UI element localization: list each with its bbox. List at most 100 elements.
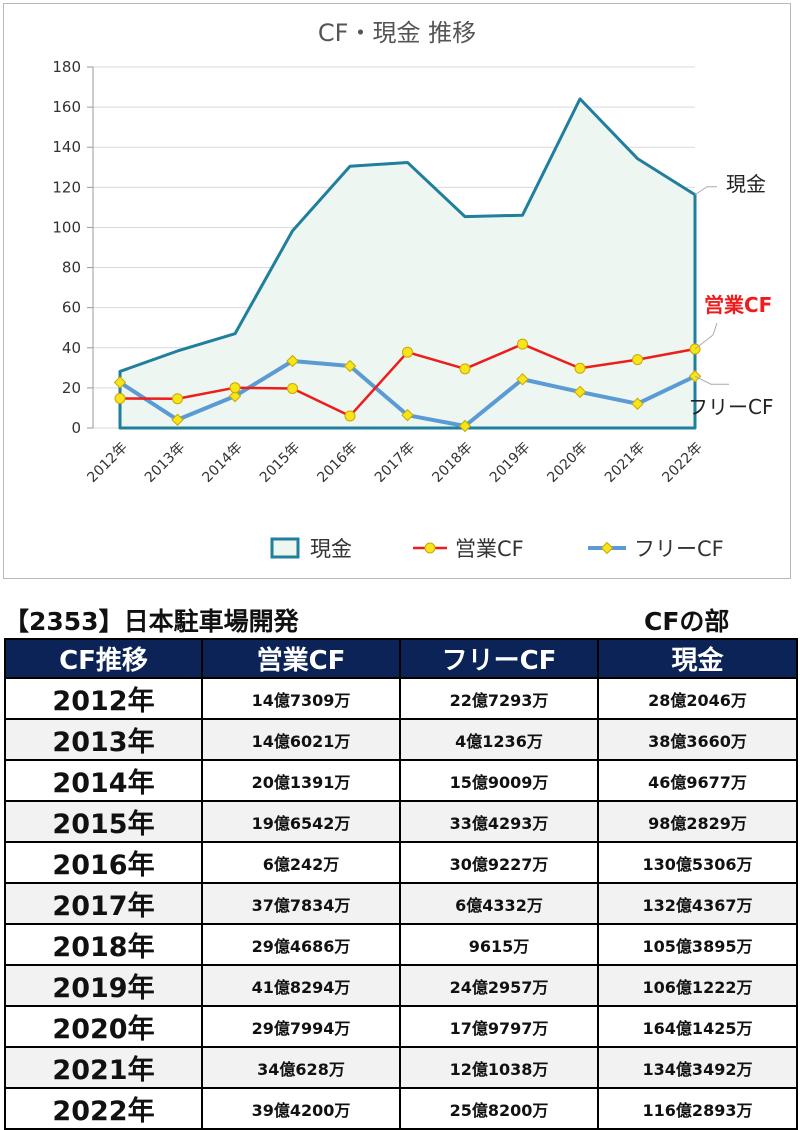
cash-cell: 134億3492万 bbox=[597, 1046, 798, 1089]
free-cf-point bbox=[458, 419, 472, 433]
free-cf-point bbox=[573, 385, 587, 399]
year-cell: 2021年 bbox=[4, 1046, 203, 1089]
operating-cf-cell: 34億628万 bbox=[201, 1046, 401, 1089]
x-tick-label: 2019年 bbox=[487, 440, 533, 486]
x-tick-label: 2021年 bbox=[602, 440, 648, 486]
header-free-cf: フリーCF bbox=[399, 638, 599, 679]
cash-cell: 98億2829万 bbox=[597, 800, 798, 843]
free-cf-cell: 9615万 bbox=[399, 923, 599, 966]
free-cf-leader-line bbox=[694, 375, 729, 385]
operating-cf-cell: 37億7834万 bbox=[201, 882, 401, 925]
header-cf-trend: CF推移 bbox=[4, 638, 203, 679]
free-cf-point bbox=[171, 413, 184, 426]
operating-cf-point bbox=[287, 382, 298, 394]
y-tick-label: 100 bbox=[52, 218, 81, 236]
cash-area bbox=[120, 98, 695, 428]
operating-cf-leader-line bbox=[694, 322, 718, 350]
free-cf-cell: 30億9227万 bbox=[399, 841, 599, 884]
table-header-row: CF推移 営業CF フリーCF 現金 bbox=[4, 638, 798, 679]
y-tick-label: 40 bbox=[62, 339, 81, 357]
company-title: 【2353】日本駐車場開発 bbox=[4, 607, 299, 636]
x-tick-label: 2012年 bbox=[84, 440, 130, 486]
operating-cf-cell: 14億7309万 bbox=[201, 677, 401, 720]
table-row: 2013年 14億6021万 4億1236万 38億3660万 bbox=[4, 718, 798, 761]
free-cf-cell: 15億9009万 bbox=[399, 759, 599, 802]
x-tick-label: 2015年 bbox=[257, 440, 303, 486]
operating-cf-annotation: 営業CF bbox=[704, 293, 772, 317]
year-cell: 2017年 bbox=[4, 882, 203, 925]
cash-annotation: 現金 bbox=[726, 172, 766, 196]
y-tick-label: 0 bbox=[71, 419, 81, 437]
free-cf-cell: 12億1038万 bbox=[399, 1046, 599, 1089]
y-tick-label: 160 bbox=[52, 98, 81, 116]
table-row: 2014年 20億1391万 15億9009万 46億9677万 bbox=[4, 759, 798, 802]
free-cf-cell: 6億4332万 bbox=[399, 882, 599, 925]
operating-cf-cell: 39億4200万 bbox=[201, 1087, 401, 1130]
y-tick-label: 120 bbox=[52, 178, 81, 196]
section-title: CFの部 bbox=[644, 607, 730, 636]
legend-free-cf-marker bbox=[600, 541, 614, 555]
cash-cell: 105億3895万 bbox=[597, 923, 798, 966]
x-tick-label: 2022年 bbox=[659, 440, 705, 486]
operating-cf-point bbox=[344, 410, 356, 422]
y-tick-label: 180 bbox=[52, 58, 81, 76]
year-cell: 2012年 bbox=[4, 677, 203, 720]
free-cf-point bbox=[516, 373, 529, 386]
table-row: 2021年 34億628万 12億1038万 134億3492万 bbox=[4, 1046, 798, 1089]
cash-cell: 38億3660万 bbox=[597, 718, 798, 761]
table-row: 2012年 14億7309万 22億7293万 28億2046万 bbox=[4, 677, 798, 720]
table-row: 2015年 19億6542万 33億4293万 98億2829万 bbox=[4, 800, 798, 843]
x-tick-label: 2014年 bbox=[199, 440, 245, 486]
operating-cf-point bbox=[172, 393, 183, 405]
free-cf-cell: 4億1236万 bbox=[399, 718, 599, 761]
table-row: 2022年 39億4200万 25億8200万 116億2893万 bbox=[4, 1087, 798, 1130]
chart-panel: CF・現金 推移 0 20 40 60 80 100 120 140 160 180 2012年 201… bbox=[3, 3, 791, 579]
cash-cell: 116億2893万 bbox=[597, 1087, 798, 1130]
cash-cell: 46億9677万 bbox=[597, 759, 798, 802]
y-tick-label: 20 bbox=[62, 379, 81, 397]
year-cell: 2019年 bbox=[4, 964, 203, 1007]
cash-cell: 164億1425万 bbox=[597, 1005, 798, 1048]
table-row: 2020年 29億7994万 17億9797万 164億1425万 bbox=[4, 1005, 798, 1048]
year-cell: 2013年 bbox=[4, 718, 203, 761]
header-operating-cf: 営業CF bbox=[201, 638, 401, 679]
free-cf-point bbox=[631, 397, 644, 410]
year-cell: 2014年 bbox=[4, 759, 203, 802]
x-tick-label: 2013年 bbox=[142, 440, 188, 486]
legend-operating-cf-marker bbox=[424, 542, 436, 554]
cash-cell: 132億4367万 bbox=[597, 882, 798, 925]
x-tick-label: 2020年 bbox=[544, 440, 590, 486]
year-cell: 2016年 bbox=[4, 841, 203, 884]
operating-cf-point bbox=[229, 382, 241, 394]
x-tick-label: 2016年 bbox=[314, 440, 360, 486]
cash-cell: 130億5306万 bbox=[597, 841, 798, 884]
year-cell: 2018年 bbox=[4, 923, 203, 966]
header-cash: 現金 bbox=[597, 638, 798, 679]
legend-cash-swatch bbox=[270, 537, 300, 559]
cash-cell: 106億1222万 bbox=[597, 964, 798, 1007]
free-cf-point bbox=[286, 354, 299, 368]
table-row: 2019年 41億8294万 24億2957万 106億1222万 bbox=[4, 964, 798, 1007]
cash-line bbox=[118, 97, 697, 430]
free-cf-cell: 33億4293万 bbox=[399, 800, 599, 843]
operating-cf-point bbox=[517, 338, 528, 350]
free-cf-cell: 24億2957万 bbox=[399, 964, 599, 1007]
free-cf-point bbox=[401, 408, 414, 422]
x-tick-label: 2017年 bbox=[372, 440, 418, 486]
legend-free-cf-label: フリーCF bbox=[634, 537, 724, 561]
operating-cf-point bbox=[402, 346, 413, 358]
legend-operating-cf-label: 営業CF bbox=[455, 537, 524, 561]
operating-cf-cell: 6億242万 bbox=[201, 841, 401, 884]
table-row: 2018年 29億4686万 9615万 105億3895万 bbox=[4, 923, 798, 966]
cash-cell: 28億2046万 bbox=[597, 677, 798, 720]
operating-cf-cell: 20億1391万 bbox=[201, 759, 401, 802]
free-cf-point bbox=[113, 376, 127, 389]
operating-cf-point bbox=[114, 393, 126, 405]
year-cell: 2020年 bbox=[4, 1005, 203, 1048]
table-row: 2017年 37億7834万 6億4332万 132億4367万 bbox=[4, 882, 798, 925]
y-tick-label: 80 bbox=[62, 259, 81, 277]
free-cf-cell: 22億7293万 bbox=[399, 677, 599, 720]
operating-cf-point bbox=[459, 363, 471, 375]
operating-cf-cell: 14億6021万 bbox=[201, 718, 401, 761]
operating-cf-point bbox=[632, 354, 643, 366]
